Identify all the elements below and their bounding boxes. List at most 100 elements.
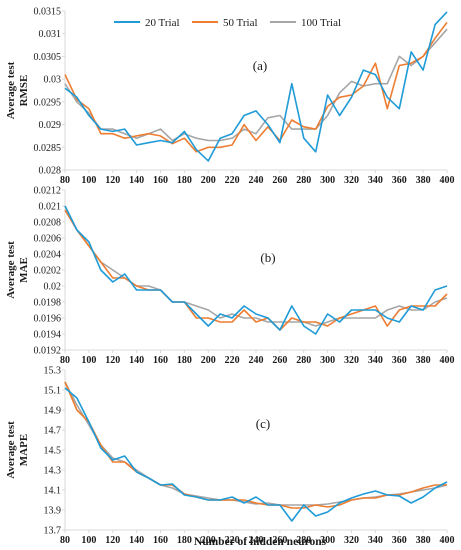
y-tick-label: 15.3 — [44, 366, 62, 377]
x-tick-label: 160 — [153, 535, 168, 546]
y-tick-label: 0.0198 — [34, 298, 62, 309]
y-tick-label: 0.0315 — [34, 7, 62, 18]
x-tick-label: 80 — [60, 175, 70, 186]
x-tick-label: 100 — [81, 355, 96, 366]
chart-panel-3: 13.7 13.9 14.1 14.3 14.5 14.7 14.9 15.1 15.3 80 10… — [5, 366, 455, 547]
x-tick-label: 340 — [368, 535, 383, 546]
series-line-50-trial — [64, 209, 448, 331]
x-tick-label: 380 — [416, 355, 431, 366]
y-tick-label: 0.021 — [39, 202, 62, 213]
panel-label: (b) — [260, 250, 275, 265]
y-tick-label: 0.0194 — [34, 330, 62, 341]
y-axis-title: Average test — [5, 421, 17, 479]
y-tick-label: 0.0204 — [34, 250, 62, 261]
x-tick-label: 180 — [177, 355, 192, 366]
y-tick-label: 14.1 — [44, 486, 62, 497]
x-tick-label: 320 — [344, 535, 359, 546]
series-line-100-trial — [64, 28, 448, 142]
y-tick-label: 0.031 — [39, 29, 62, 40]
x-tick-label: 360 — [392, 535, 407, 546]
y-tick-label: 14.9 — [44, 406, 62, 417]
y-tick-label: 0.0295 — [34, 97, 62, 108]
x-tick-label: 100 — [81, 175, 96, 186]
x-tick-label: 200 — [201, 355, 216, 366]
x-tick-label: 180 — [177, 535, 192, 546]
x-tick-label: 340 — [368, 175, 383, 186]
y-tick-label: 15.1 — [44, 386, 62, 397]
x-tick-label: 300 — [320, 175, 335, 186]
y-tick-label: 14.3 — [44, 466, 62, 477]
legend-label: 100 Trial — [301, 17, 341, 29]
x-tick-label: 380 — [416, 535, 431, 546]
y-tick-label: 0.0212 — [34, 186, 62, 197]
series-line-20-trial — [64, 11, 448, 162]
x-tick-label: 100 — [81, 535, 96, 546]
series-line-50-trial — [64, 381, 447, 509]
x-tick-label: 260 — [272, 355, 287, 366]
y-tick-label: 0.0206 — [34, 234, 62, 245]
x-tick-label: 320 — [344, 175, 359, 186]
y-tick-label: 0.0285 — [34, 143, 62, 154]
x-tick-label: 300 — [320, 535, 335, 546]
y-tick-label: 0.0202 — [34, 266, 62, 277]
x-tick-label: 280 — [296, 355, 311, 366]
x-tick-label: 240 — [249, 355, 264, 366]
y-tick-label: 0.03 — [44, 75, 62, 86]
x-axis-title: Number of hidden neurons — [194, 536, 327, 548]
y-tick-label: 0.028 — [39, 166, 62, 177]
x-tick-label: 80 — [60, 535, 70, 546]
x-tick-label: 200 — [201, 175, 216, 186]
x-tick-label: 80 — [60, 355, 70, 366]
series-line-20-trial — [64, 205, 448, 335]
x-tick-label: 340 — [368, 355, 383, 366]
x-tick-label: 260 — [272, 175, 287, 186]
x-tick-label: 280 — [296, 175, 311, 186]
y-tick-label: 0.0305 — [34, 52, 62, 63]
x-tick-label: 140 — [129, 355, 144, 366]
x-tick-label: 160 — [153, 175, 168, 186]
x-tick-label: 240 — [249, 175, 264, 186]
y-tick-label: 14.7 — [44, 426, 62, 437]
x-tick-label: 220 — [225, 355, 240, 366]
panel-label: (a) — [253, 58, 267, 73]
y-tick-label: 13.7 — [44, 526, 62, 537]
y-axis-title: MAPE — [18, 434, 30, 466]
legend-label: 20 Trial — [145, 17, 180, 29]
y-tick-label: 0.0192 — [34, 346, 62, 357]
x-tick-label: 260 — [272, 535, 287, 546]
series-line-50-trial — [64, 21, 448, 153]
x-tick-label: 220 — [225, 175, 240, 186]
x-tick-label: 360 — [392, 175, 407, 186]
chart-panel-2: 0.0192 0.0194 0.0196 0.0198 0.02 0.0202 0.0204… — [5, 186, 455, 367]
x-tick-label: 120 — [105, 355, 120, 366]
y-tick-label: 13.9 — [44, 506, 62, 517]
y-tick-label: 0.0196 — [34, 314, 62, 325]
x-tick-label: 380 — [416, 175, 431, 186]
x-tick-label: 300 — [320, 355, 335, 366]
series-line-20-trial — [64, 387, 448, 522]
y-axis-title: RMSE — [18, 75, 30, 107]
legend-label: 50 Trial — [223, 17, 258, 29]
panel-label: (c) — [256, 416, 270, 431]
x-tick-label: 120 — [105, 535, 120, 546]
series-line-100-trial — [64, 205, 448, 327]
x-tick-label: 400 — [440, 175, 455, 186]
x-tick-label: 400 — [440, 355, 455, 366]
x-tick-label: 280 — [296, 535, 311, 546]
x-tick-label: 220 — [225, 535, 240, 546]
x-tick-label: 180 — [177, 175, 192, 186]
x-tick-label: 360 — [392, 355, 407, 366]
y-axis-title: Average test — [5, 61, 17, 119]
x-tick-label: 240 — [249, 535, 264, 546]
legend: 20 Trial 50 Trial 100 Trial — [114, 17, 341, 29]
y-axis-title: Average test — [5, 241, 17, 299]
x-tick-label: 120 — [105, 175, 120, 186]
x-tick-label: 320 — [344, 355, 359, 366]
x-tick-label: 160 — [153, 355, 168, 366]
x-tick-label: 200 — [201, 535, 216, 546]
y-tick-label: 0.02 — [44, 282, 62, 293]
x-tick-label: 400 — [440, 535, 455, 546]
x-tick-label: 140 — [129, 535, 144, 546]
y-tick-label: 0.029 — [39, 120, 62, 131]
